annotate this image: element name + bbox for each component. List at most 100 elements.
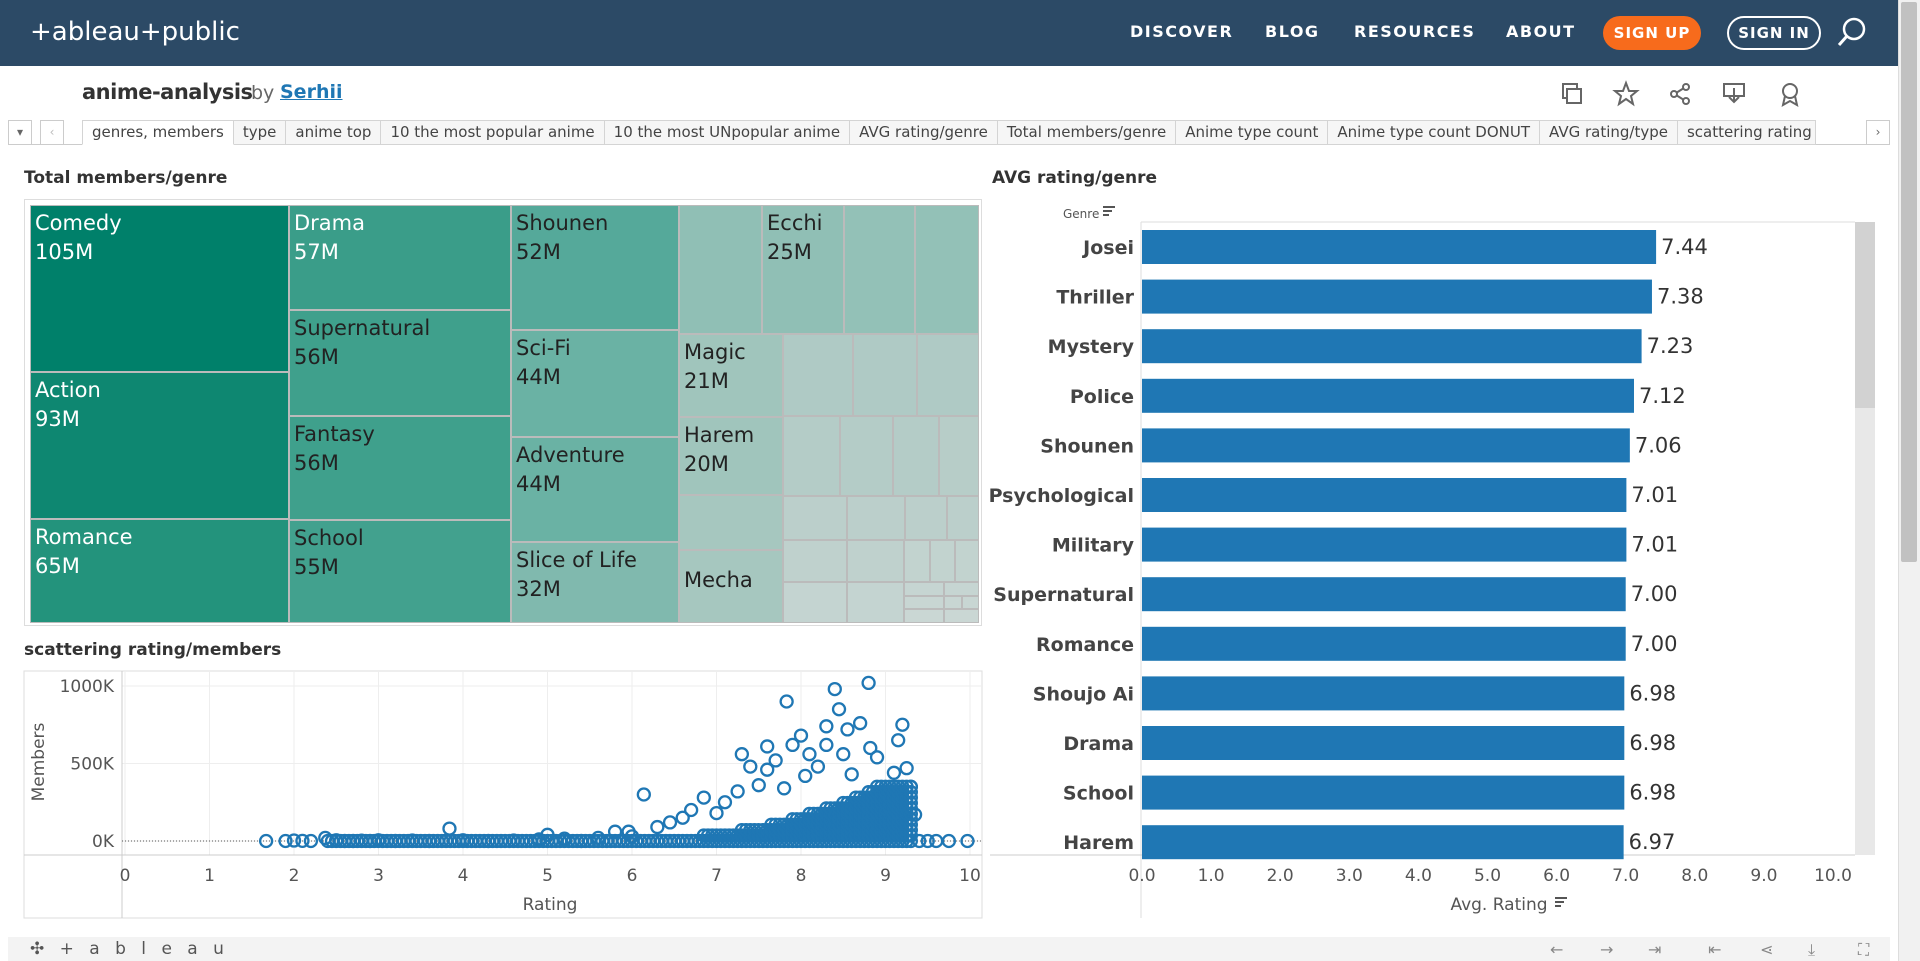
- badge-icon[interactable]: [1776, 80, 1804, 108]
- undo-icon[interactable]: ←: [1550, 940, 1564, 959]
- bar[interactable]: [1142, 775, 1625, 810]
- bar[interactable]: [1142, 676, 1625, 711]
- nav-discover-link[interactable]: DISCOVER: [1130, 22, 1234, 41]
- tab-menu-dropdown-icon[interactable]: ▾: [8, 120, 32, 145]
- fullscreen-icon[interactable]: ⛶: [1858, 940, 1870, 959]
- treemap-cell[interactable]: [847, 540, 904, 582]
- first-icon[interactable]: ⇤: [1708, 940, 1722, 959]
- tab-avg-rating-type[interactable]: AVG rating/type: [1540, 120, 1678, 145]
- tableau-public-logo[interactable]: +ableau+public: [30, 17, 240, 47]
- nav-blog-link[interactable]: BLOG: [1265, 22, 1320, 41]
- treemap-cell[interactable]: [947, 496, 979, 540]
- bar[interactable]: [1142, 329, 1642, 364]
- bar[interactable]: [1142, 378, 1634, 413]
- treemap-cell[interactable]: [939, 416, 979, 496]
- revert-icon[interactable]: ⇥: [1648, 940, 1662, 959]
- bar[interactable]: [1142, 825, 1624, 860]
- treemap-cell[interactable]: [944, 582, 979, 596]
- download-icon[interactable]: [1720, 80, 1748, 108]
- treemap-cell[interactable]: Romance 65M: [30, 519, 289, 623]
- sign-in-button[interactable]: SIGN IN: [1727, 16, 1821, 50]
- cell-value: 21M: [684, 369, 729, 393]
- treemap-cell[interactable]: [944, 609, 979, 623]
- treemap-cell[interactable]: Fantasy 56M: [289, 416, 511, 520]
- treemap-cell[interactable]: [844, 205, 915, 334]
- bar[interactable]: [1142, 577, 1626, 612]
- treemap-cell[interactable]: Harem 20M: [679, 417, 783, 495]
- treemap-cell[interactable]: [893, 416, 939, 496]
- treemap-cell[interactable]: [679, 205, 762, 334]
- treemap-cell[interactable]: [783, 416, 840, 496]
- search-icon[interactable]: [1836, 16, 1868, 48]
- nav-about-link[interactable]: ABOUT: [1506, 22, 1576, 41]
- tab-avg-rating-genre[interactable]: AVG rating/genre: [850, 120, 998, 145]
- download-icon[interactable]: ⤓: [1808, 940, 1816, 959]
- treemap-cell[interactable]: Ecchi 25M: [762, 205, 844, 334]
- treemap-cell[interactable]: Adventure 44M: [511, 437, 679, 542]
- treemap-cell[interactable]: [783, 540, 847, 582]
- bar[interactable]: [1142, 527, 1627, 562]
- tab-anime-top[interactable]: anime top: [286, 120, 382, 145]
- treemap-cell[interactable]: [915, 205, 979, 334]
- bar[interactable]: [1142, 279, 1652, 314]
- author-link[interactable]: Serhii: [280, 81, 343, 103]
- tab-type[interactable]: type: [233, 120, 287, 145]
- tab-most-unpopular[interactable]: 10 the most UNpopular anime: [604, 120, 851, 145]
- sort-icon[interactable]: [1555, 897, 1567, 907]
- treemap-cell[interactable]: [905, 496, 947, 540]
- treemap-cell[interactable]: [904, 582, 944, 596]
- tab-scroll-left-icon[interactable]: ‹: [40, 120, 64, 145]
- treemap-cell[interactable]: [853, 334, 917, 416]
- treemap-cell[interactable]: Shounen 52M: [511, 205, 679, 330]
- tab-total-members-genre[interactable]: Total members/genre: [997, 120, 1177, 145]
- treemap-cell[interactable]: [783, 496, 847, 540]
- sign-up-button[interactable]: SIGN UP: [1603, 16, 1701, 50]
- cell-value: 56M: [294, 451, 339, 475]
- treemap-cell[interactable]: Comedy 105M: [30, 205, 289, 372]
- bar[interactable]: [1142, 626, 1626, 661]
- treemap-cell[interactable]: Magic 21M: [679, 334, 783, 417]
- treemap-cell[interactable]: [930, 540, 955, 582]
- treemap-cell[interactable]: [783, 582, 847, 623]
- tab-anime-type-donut[interactable]: Anime type count DONUT: [1328, 120, 1541, 145]
- favorite-star-icon[interactable]: [1612, 80, 1640, 108]
- tab-scattering-rating[interactable]: scattering rating: [1677, 120, 1816, 145]
- tab-anime-type-count[interactable]: Anime type count: [1176, 120, 1329, 145]
- treemap-cell[interactable]: [840, 416, 893, 496]
- sort-icon[interactable]: [1103, 206, 1115, 216]
- treemap-cell[interactable]: [944, 596, 962, 609]
- nav-resources-link[interactable]: RESOURCES: [1354, 22, 1476, 41]
- treemap-cell[interactable]: Mecha: [679, 550, 783, 623]
- redo-icon[interactable]: →: [1600, 940, 1614, 959]
- treemap-cell[interactable]: [783, 334, 853, 416]
- treemap-cell[interactable]: [904, 609, 944, 623]
- bar[interactable]: [1142, 230, 1657, 264]
- treemap-cell[interactable]: School 55M: [289, 520, 511, 623]
- treemap-cell[interactable]: [904, 596, 944, 609]
- tab-scroll-right-icon[interactable]: ›: [1866, 120, 1890, 145]
- tableau-footer-logo[interactable]: ✣ + a b l e a u: [30, 939, 229, 959]
- tab-genres-members[interactable]: genres, members: [82, 120, 234, 145]
- treemap-cell[interactable]: [955, 540, 979, 582]
- treemap-cell[interactable]: [904, 540, 930, 582]
- treemap-cell[interactable]: [917, 334, 979, 416]
- treemap-cell[interactable]: Slice of Life 32M: [511, 542, 679, 623]
- bar[interactable]: [1142, 478, 1627, 512]
- copy-icon[interactable]: [1558, 80, 1586, 108]
- treemap-cell[interactable]: [679, 495, 783, 550]
- treemap-cell[interactable]: Action 93M: [30, 372, 289, 519]
- share-icon[interactable]: ⋖: [1760, 940, 1774, 959]
- treemap-cell[interactable]: Sci-Fi 44M: [511, 330, 679, 437]
- treemap-cell[interactable]: [847, 496, 905, 540]
- bar-chart-scroll-thumb[interactable]: [1855, 222, 1875, 408]
- scrollbar-thumb[interactable]: [1901, 2, 1917, 562]
- treemap-cell[interactable]: Drama 57M: [289, 205, 511, 310]
- bar[interactable]: [1142, 428, 1630, 463]
- treemap-cell[interactable]: [962, 596, 979, 609]
- cell-label: Fantasy: [294, 422, 375, 446]
- tab-most-popular[interactable]: 10 the most popular anime: [381, 120, 605, 145]
- treemap-cell[interactable]: Supernatural 56M: [289, 310, 511, 416]
- bar[interactable]: [1142, 726, 1625, 760]
- share-icon[interactable]: [1666, 80, 1694, 108]
- treemap-cell[interactable]: [847, 582, 904, 623]
